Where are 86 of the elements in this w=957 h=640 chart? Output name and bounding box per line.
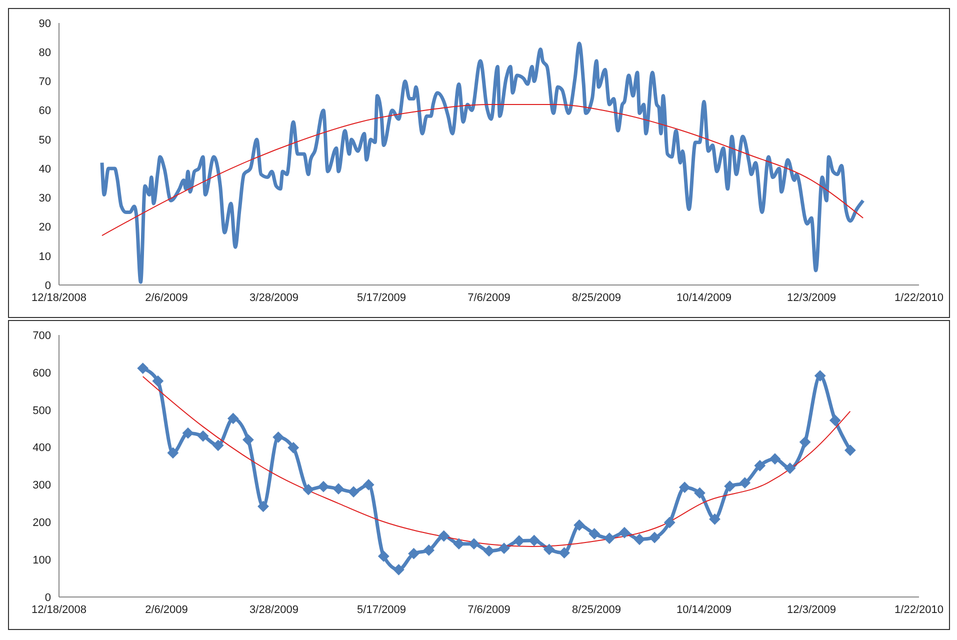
y-tick-label: 0 [44, 592, 51, 604]
point [137, 362, 148, 374]
point [393, 564, 404, 576]
point [830, 414, 841, 426]
point [453, 538, 464, 550]
point [618, 527, 630, 538]
y-tick-label: 10 [38, 250, 51, 263]
point [544, 544, 555, 555]
point [378, 550, 390, 562]
x-tick-label: 7/6/2009 [468, 604, 510, 616]
point [844, 444, 856, 456]
x-tick-label: 12/3/2009 [787, 292, 836, 304]
y-tick-label: 100 [32, 554, 51, 566]
y-tick-label: 90 [38, 18, 51, 30]
point [198, 430, 209, 442]
point [258, 500, 269, 512]
y-tick-label: 30 [38, 192, 51, 205]
y-tick-label: 300 [32, 480, 51, 492]
point [288, 442, 299, 454]
point [438, 530, 450, 542]
point [574, 520, 585, 531]
x-tick-label: 1/22/2010 [894, 604, 944, 616]
point [604, 532, 615, 544]
point [724, 480, 736, 492]
x-tick-label: 3/28/2009 [250, 292, 298, 304]
point [228, 412, 239, 424]
point [423, 544, 434, 556]
point [408, 548, 420, 560]
y-tick-label: 40 [38, 163, 51, 176]
line-series [100, 42, 865, 284]
y-tick-label: 400 [32, 442, 51, 454]
y-tick-label: 80 [38, 47, 51, 60]
x-tick-label: 12/18/2008 [31, 292, 87, 304]
point [272, 432, 284, 443]
point [484, 545, 494, 556]
x-tick-label: 10/14/2009 [676, 292, 732, 304]
point [694, 487, 706, 498]
y-tick-label: 500 [32, 404, 51, 417]
point [739, 477, 750, 488]
x-tick-label: 1/22/2010 [894, 292, 944, 304]
point [212, 440, 224, 451]
point [709, 514, 720, 525]
x-tick-label: 7/6/2009 [468, 292, 510, 304]
x-tick-label: 8/25/2009 [572, 292, 621, 304]
point [468, 538, 480, 550]
y-tick-label: 60 [38, 105, 51, 118]
y-tick-label: 70 [38, 76, 51, 88]
y-tick-label: 0 [44, 280, 51, 292]
point [152, 376, 164, 387]
point [649, 532, 660, 543]
x-tick-label: 10/14/2009 [676, 604, 732, 616]
x-tick-label: 12/18/2008 [31, 604, 87, 616]
y-tick-label: 600 [32, 367, 51, 380]
y-tick-label: 700 [32, 330, 51, 342]
point [514, 535, 525, 546]
point [754, 460, 766, 472]
point [664, 517, 676, 528]
point [498, 542, 510, 554]
point [302, 484, 314, 496]
line-series [102, 104, 864, 236]
x-tick-label: 5/17/2009 [357, 604, 406, 616]
y-tick-label: 50 [38, 134, 51, 146]
point [814, 370, 826, 382]
point [348, 486, 360, 498]
point [182, 428, 194, 439]
x-tick-label: 2/6/2009 [145, 604, 188, 616]
point [679, 482, 690, 493]
point [363, 479, 374, 490]
point [634, 534, 645, 545]
x-tick-label: 8/25/2009 [572, 604, 621, 616]
point [333, 483, 344, 494]
x-tick-label: 2/6/2009 [145, 292, 188, 304]
point [242, 434, 254, 446]
point [784, 462, 796, 474]
point [800, 436, 811, 448]
x-tick-label: 3/28/2009 [250, 604, 298, 616]
x-tick-label: 5/17/2009 [357, 292, 406, 304]
point [769, 453, 780, 464]
point [558, 547, 570, 558]
point [167, 447, 178, 458]
y-tick-label: 200 [32, 517, 51, 530]
point [318, 481, 329, 492]
point [588, 528, 600, 540]
y-tick-label: 20 [38, 222, 51, 234]
point [528, 534, 540, 546]
x-tick-label: 12/3/2009 [787, 604, 836, 616]
